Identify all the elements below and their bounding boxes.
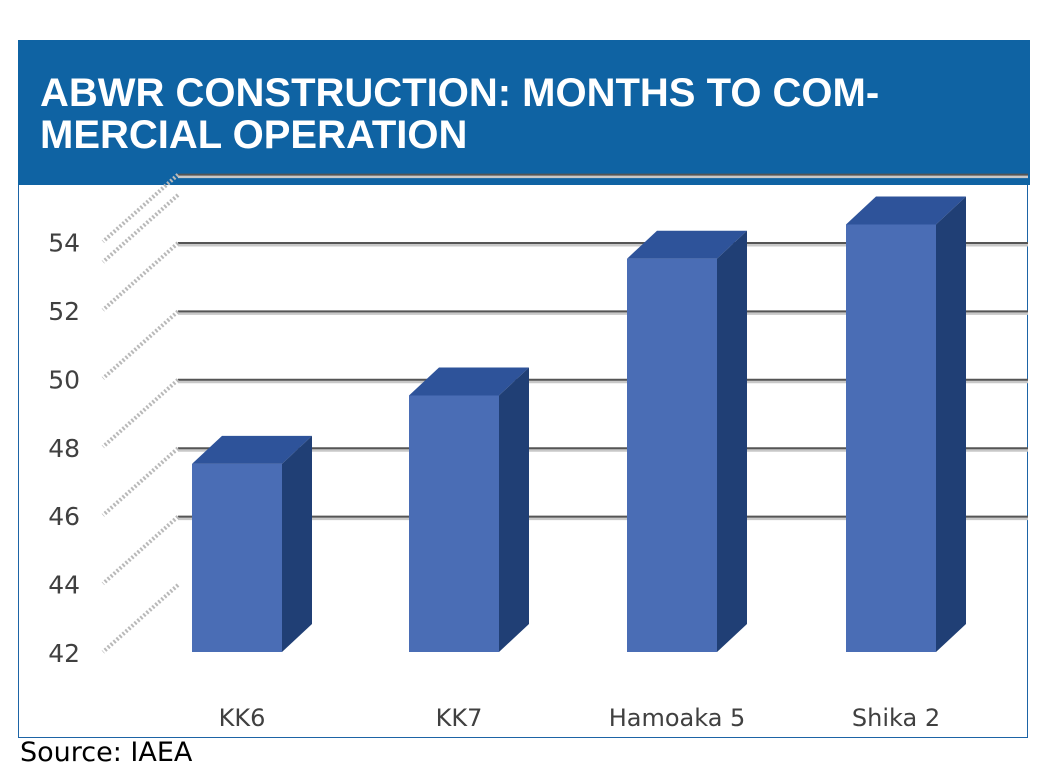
x-tick-label: KK6 (219, 704, 266, 732)
bar-top (627, 230, 747, 259)
side-wall-line (101, 515, 180, 586)
label-layer: 42 44 46 48 50 52 54 KK6 KK7 Hamoaka 5 Shika 2 (48, 229, 940, 732)
x-tick-label: Shika 2 (852, 704, 940, 732)
y-tick-label: 50 (48, 365, 80, 394)
y-tick-label: 42 (48, 639, 80, 668)
bar (846, 224, 936, 652)
bar-side (282, 435, 312, 652)
axis-layer (101, 173, 180, 654)
x-tick-label: KK7 (436, 704, 483, 732)
chart-title-line-2: MERCIAL OPERATION (40, 113, 468, 157)
side-wall-line (101, 583, 180, 654)
side-wall-line (101, 309, 180, 380)
side-wall-line (101, 173, 180, 244)
bar (627, 258, 717, 652)
bar-side (936, 196, 966, 652)
y-tick-label: 44 (48, 571, 80, 600)
chart-title-line-1: ABWR CONSTRUCTION: MONTHS TO COM- (40, 71, 880, 115)
bar-side (717, 230, 747, 652)
bar-layer (192, 196, 966, 652)
bar-side (499, 367, 529, 652)
y-tick-label: 52 (48, 297, 80, 326)
chart-header: ABWR CONSTRUCTION: MONTHS TO COM- MERCIA… (18, 40, 1030, 185)
chart-title: ABWR CONSTRUCTION: MONTHS TO COM- MERCIA… (40, 72, 1000, 156)
side-wall-line (101, 241, 180, 312)
bar (409, 395, 499, 652)
side-wall-line (101, 193, 180, 264)
bar-top (409, 367, 529, 396)
y-tick-label: 48 (48, 434, 80, 463)
source-note: Source: IAEA (20, 737, 193, 768)
side-wall-line (101, 446, 180, 517)
bar (192, 463, 282, 652)
bar-top (846, 196, 966, 225)
side-wall-line (101, 378, 180, 449)
x-tick-label: Hamoaka 5 (609, 704, 746, 732)
y-tick-label: 46 (48, 502, 80, 531)
y-tick-label: 54 (48, 229, 80, 258)
bar-top (192, 435, 312, 464)
